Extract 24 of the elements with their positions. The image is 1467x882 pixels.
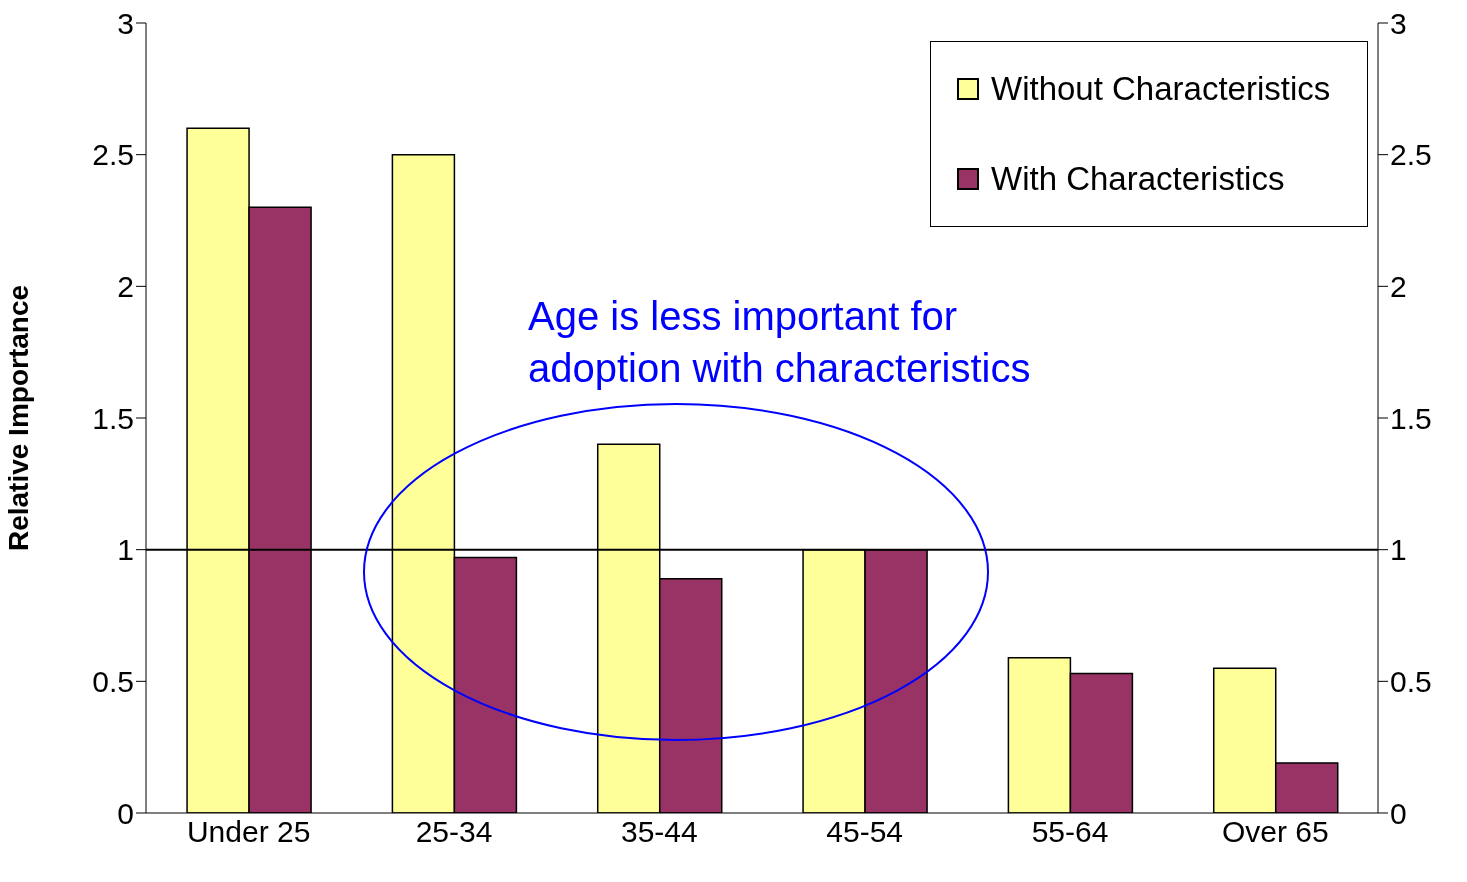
x-tick-label: 55-64 — [1031, 815, 1109, 849]
y-axis-title: Relative Importance — [2, 284, 34, 552]
annotation: Age is less important for adoption with characteristics — [528, 293, 1032, 392]
x-tick-label: Over 65 — [1221, 815, 1329, 849]
y2-tick-label: 0 — [1390, 796, 1407, 830]
y2-tick-label: 2 — [1390, 269, 1407, 303]
y2-tick-label: 0.5 — [1390, 664, 1432, 698]
y-tick-label: 0.5 — [92, 664, 134, 698]
y-tick-label: 2.5 — [92, 138, 134, 172]
y-tick-label: 1 — [117, 533, 134, 567]
y-tick-label: 3 — [117, 6, 134, 40]
y2-tick-label: 2.5 — [1390, 138, 1432, 172]
y-tick-label: 0 — [117, 796, 134, 830]
legend-label: Without Characteristics — [990, 70, 1332, 108]
y-tick-label: 1.5 — [92, 401, 134, 435]
x-tick-label: 35-44 — [620, 815, 698, 849]
y2-tick-label: 3 — [1390, 6, 1407, 40]
x-tick-label: 45-54 — [826, 815, 904, 849]
x-tick-label: Under 25 — [186, 815, 311, 849]
y2-tick-label: 1.5 — [1390, 401, 1432, 435]
y2-tick-label: 1 — [1390, 533, 1407, 567]
y-tick-label: 2 — [117, 269, 134, 303]
legend-label: With Characteristics — [990, 160, 1286, 198]
x-tick-label: 25-34 — [415, 815, 493, 849]
